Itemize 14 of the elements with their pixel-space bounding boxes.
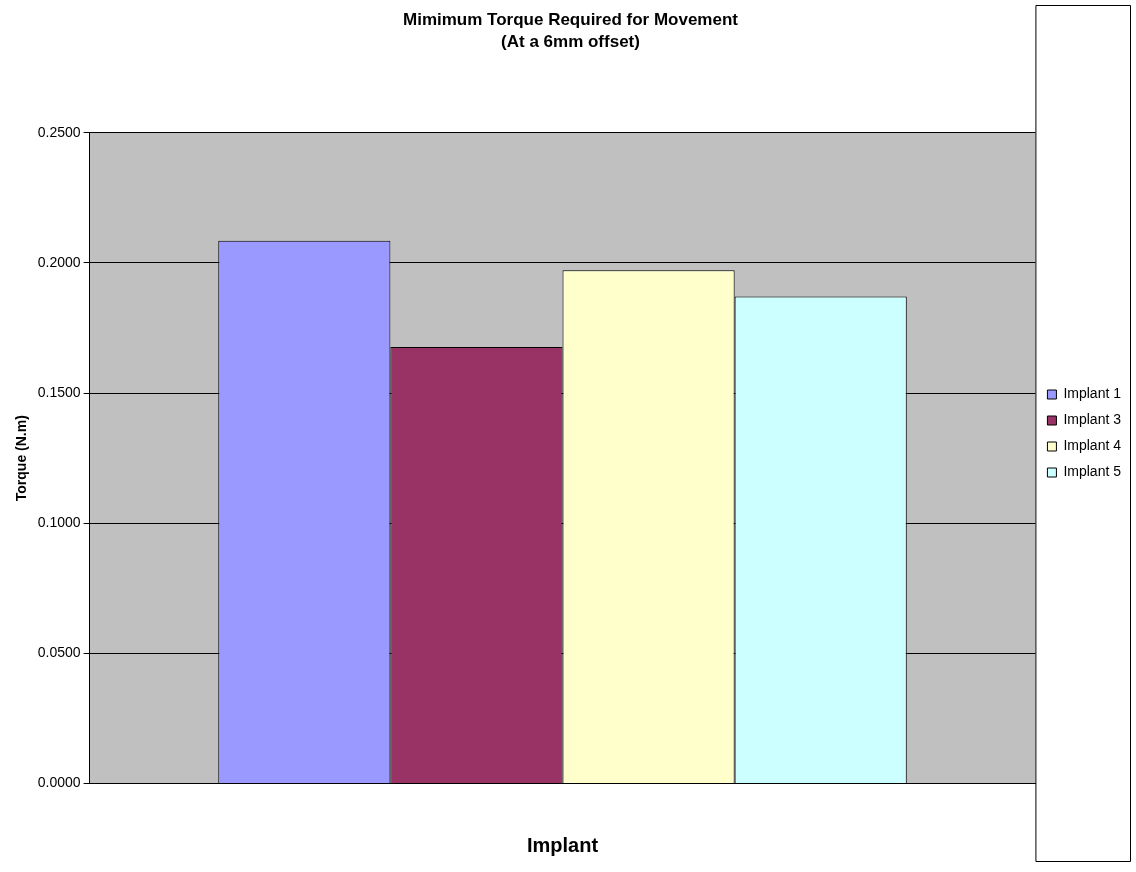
y-tick-label: 0.2000	[37, 253, 81, 270]
y-tick-label: 0.0000	[37, 774, 81, 791]
x-axis-title: Implant	[526, 833, 599, 856]
chart-title: Mimimum Torque Required for Movement	[403, 9, 739, 29]
y-tick-label: 0.1000	[37, 514, 81, 531]
legend-label: Implant 5	[1063, 463, 1122, 480]
y-tick-label: 0.2500	[37, 123, 81, 140]
legend-label: Implant 4	[1063, 437, 1122, 454]
y-axis-title: Torque (N.m)	[13, 415, 30, 502]
legend-label: Implant 3	[1063, 411, 1122, 428]
y-tick-label: 0.0500	[37, 644, 81, 661]
chart-subtitle: (At a 6mm offset)	[501, 32, 640, 52]
legend-label: Implant 1	[1063, 385, 1122, 402]
y-tick-label: 0.1500	[37, 383, 81, 400]
